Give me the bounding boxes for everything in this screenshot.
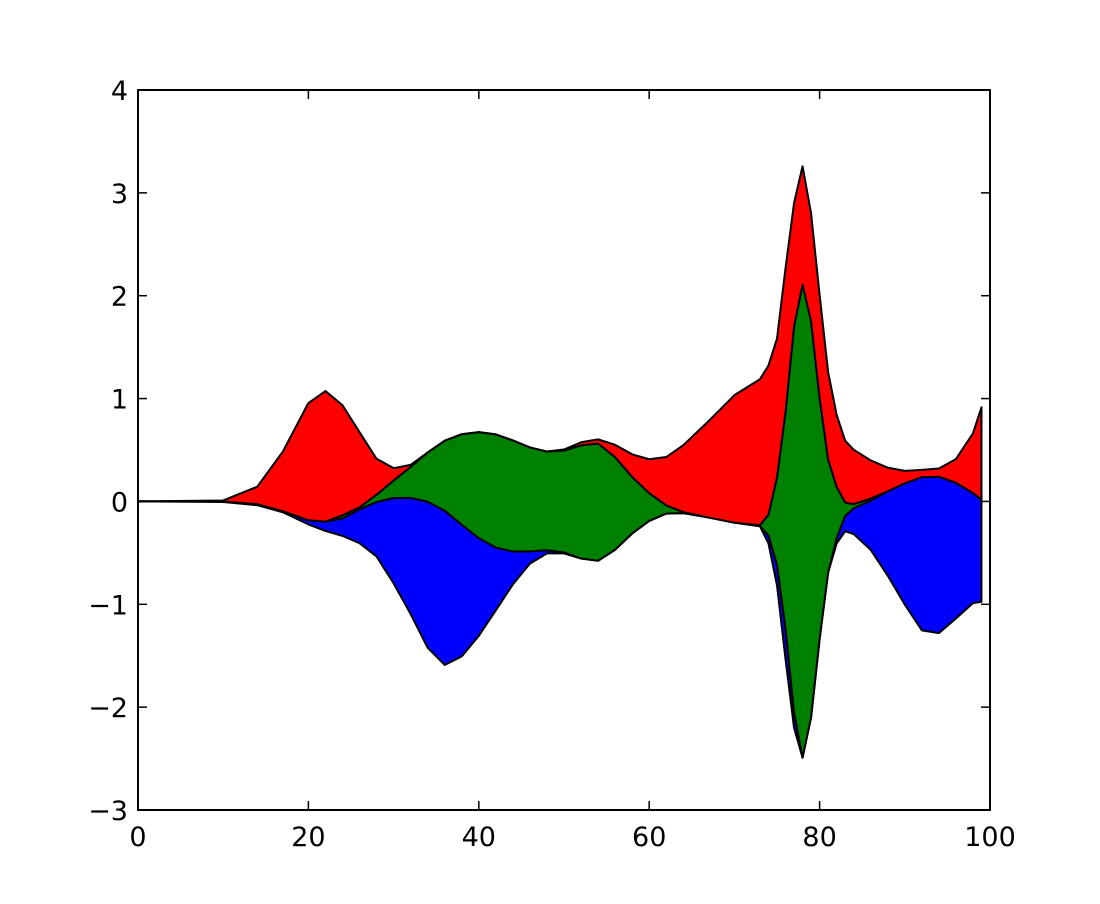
y-tick-label: −3 [88, 796, 128, 827]
y-tick-label: 4 [111, 76, 128, 107]
stream-area [137, 165, 983, 527]
axes-frame [137, 89, 991, 811]
y-tick-label: 3 [111, 179, 128, 210]
y-tick-label: 1 [111, 385, 128, 416]
x-tick-label: 80 [802, 822, 836, 853]
x-tick-label: 40 [462, 822, 496, 853]
x-tick-label: 100 [964, 822, 1016, 853]
x-tick-label: 60 [632, 822, 666, 853]
y-tick-label: −1 [88, 590, 128, 621]
y-tick-label: 0 [111, 487, 128, 518]
y-tick-label: −2 [88, 693, 128, 724]
x-tick-label: 20 [291, 822, 325, 853]
y-tick-label: 2 [111, 282, 128, 313]
x-tick-label: 0 [129, 822, 146, 853]
